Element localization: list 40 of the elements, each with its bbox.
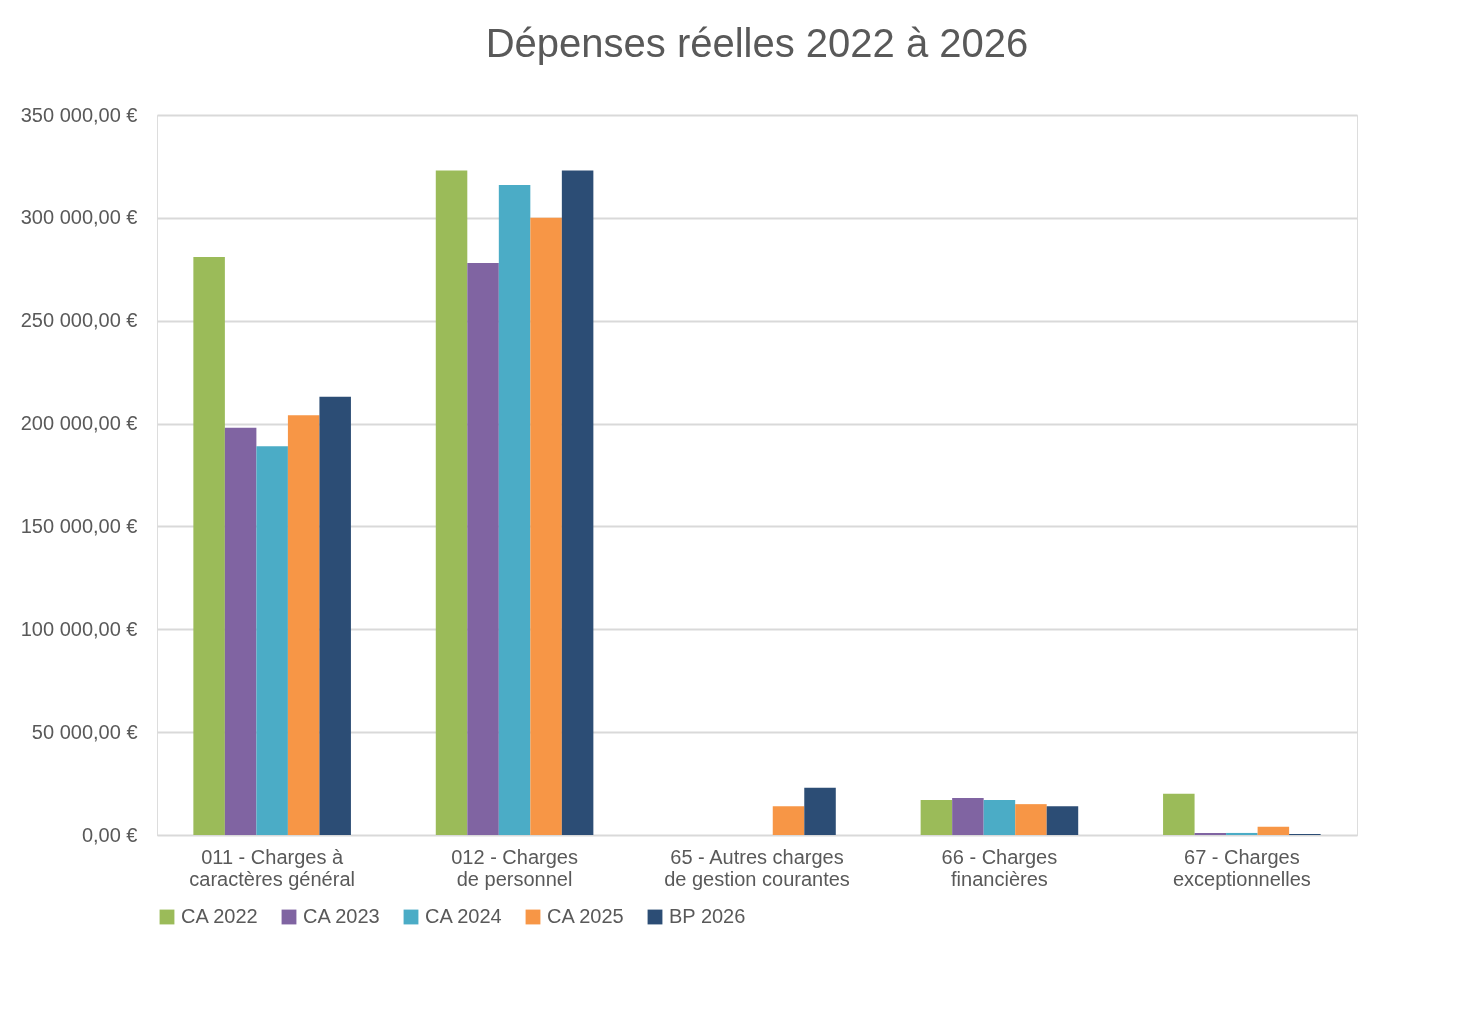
bar (920, 800, 953, 835)
bar (467, 263, 499, 835)
bar (952, 797, 984, 835)
bar (1163, 793, 1195, 835)
x-tick-label: 66 - Charges financières (941, 845, 1058, 890)
legend-label: CA 2024 (425, 905, 502, 927)
legend-label: CA 2022 (181, 905, 258, 927)
bar (256, 446, 288, 835)
chart-title: Dépenses réelles 2022 à 2026 (485, 21, 1029, 65)
bar (1226, 832, 1258, 835)
y-tick-label: 350 000,00 € (20, 103, 138, 126)
bar (319, 396, 351, 835)
bar (224, 427, 257, 835)
y-tick-label: 300 000,00 € (20, 206, 138, 229)
x-tick-label: 67 - Charges exceptionnelles (1172, 845, 1311, 890)
legend-label: CA 2023 (303, 905, 380, 927)
legend-label: CA 2025 (547, 905, 624, 927)
y-tick-label: 200 000,00 € (20, 412, 138, 435)
bar (1194, 832, 1227, 835)
bar (287, 415, 320, 835)
y-tick-label: 150 000,00 € (20, 514, 138, 537)
bar (772, 806, 805, 835)
x-tick-label: 012 - Charges de personnel (451, 845, 578, 890)
bar (1015, 804, 1047, 835)
bar (498, 184, 531, 835)
x-tick-label: 65 - Autres charges de gestion courantes (664, 845, 850, 890)
legend-label: BP 2026 (669, 905, 746, 927)
bar (193, 256, 225, 835)
y-tick-label: 50 000,00 € (31, 720, 138, 743)
bar (1257, 826, 1290, 835)
bar (804, 787, 836, 835)
bar (1046, 806, 1079, 835)
y-tick-label: 250 000,00 € (20, 309, 138, 332)
y-tick-label: 100 000,00 € (20, 617, 138, 640)
bar (561, 170, 594, 835)
bar (435, 170, 468, 835)
x-tick-label: 011 - Charges à caractères général (189, 845, 355, 890)
bar (983, 800, 1016, 835)
y-tick-label: 0,00 € (81, 823, 138, 846)
bar (530, 217, 562, 835)
